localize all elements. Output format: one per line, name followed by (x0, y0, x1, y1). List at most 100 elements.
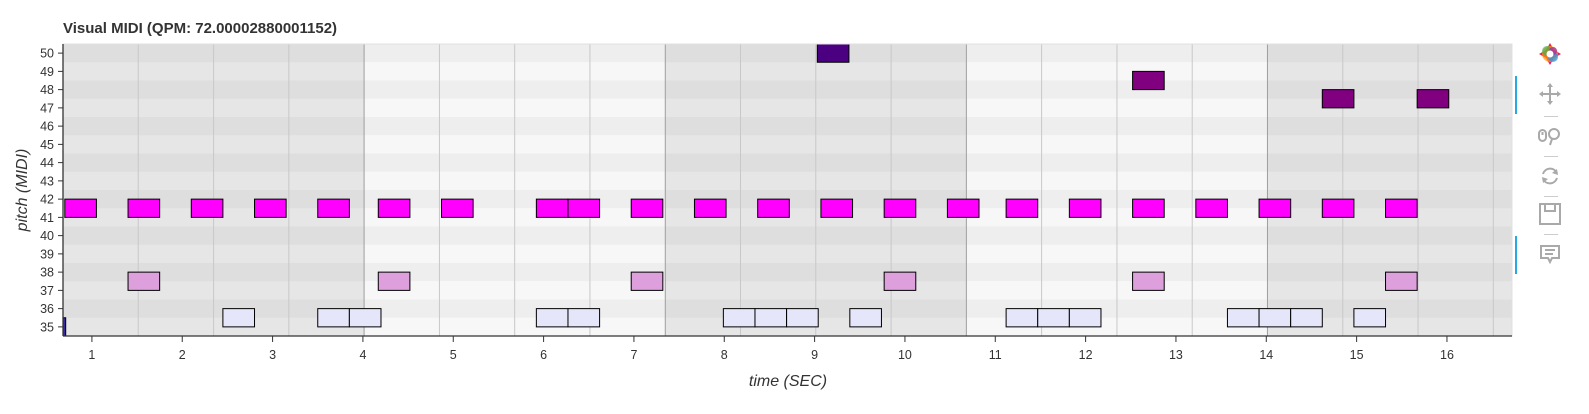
x-tick-label: 8 (721, 348, 728, 362)
x-tick-label: 14 (1259, 348, 1273, 362)
x-tick-label: 16 (1440, 348, 1454, 362)
bar-shade-3 (1267, 44, 1512, 336)
note-15[interactable] (883, 198, 917, 218)
y-tick-label: 45 (40, 138, 54, 152)
pitch-row-50 (63, 44, 1512, 63)
y-tick-label: 39 (40, 247, 54, 261)
y-tick-label: 46 (40, 120, 54, 134)
bokeh-logo-icon[interactable] (1536, 40, 1564, 68)
x-tick-label: 1 (88, 348, 95, 362)
x-tick-label: 3 (269, 348, 276, 362)
y-tick-label: 44 (40, 156, 54, 170)
note-49[interactable] (816, 44, 850, 63)
note-6[interactable] (317, 198, 350, 218)
x-tick-label: 12 (1079, 348, 1093, 362)
note-41[interactable] (1068, 308, 1102, 328)
note-26[interactable] (630, 271, 664, 291)
pitch-row-39 (63, 244, 1512, 263)
y-tick-label: 50 (40, 47, 54, 61)
y-tick-label: 47 (40, 101, 54, 115)
plot-area[interactable] (63, 44, 1512, 336)
note-40[interactable] (1037, 308, 1070, 328)
y-tick-label: 40 (40, 229, 54, 243)
x-tick-label: 5 (450, 348, 457, 362)
pitch-row-44 (63, 153, 1512, 172)
note-24[interactable] (127, 271, 161, 291)
note-46[interactable] (1132, 70, 1165, 91)
chart-toolbar (1515, 38, 1568, 288)
y-axis-title: pitch (MIDI) (14, 149, 31, 233)
note-25[interactable] (377, 271, 411, 291)
note-10[interactable] (567, 198, 601, 218)
chart-title: Visual MIDI (QPM: 72.00002880001152) (63, 20, 337, 37)
note-17[interactable] (1005, 198, 1039, 218)
note-21[interactable] (1258, 198, 1292, 218)
note-34[interactable] (567, 308, 601, 328)
x-tick-label: 4 (359, 348, 366, 362)
hover-icon[interactable] (1515, 236, 1564, 274)
note-12[interactable] (693, 198, 727, 218)
note-8[interactable] (441, 198, 474, 218)
note-31[interactable] (317, 308, 350, 328)
note-48[interactable] (1416, 89, 1450, 109)
note-35[interactable] (722, 308, 756, 328)
note-44[interactable] (1290, 308, 1323, 328)
note-16[interactable] (946, 198, 980, 218)
note-5[interactable] (254, 198, 287, 218)
y-tick-label: 37 (40, 284, 54, 298)
y-tick-label: 35 (40, 320, 54, 334)
note-22[interactable] (1321, 198, 1355, 218)
note-4[interactable] (190, 198, 224, 218)
pan-tool-icon[interactable] (1515, 76, 1564, 114)
note-1[interactable] (63, 317, 67, 336)
note-45[interactable] (1353, 308, 1387, 328)
x-axis-title: time (SEC) (749, 373, 827, 390)
x-tick-label: 6 (540, 348, 547, 362)
note-47[interactable] (1321, 89, 1355, 109)
note-29[interactable] (1385, 271, 1418, 291)
x-tick-label: 15 (1350, 348, 1364, 362)
pitch-row-43 (63, 171, 1512, 190)
note-9[interactable] (535, 198, 569, 218)
reset-icon[interactable] (1536, 162, 1564, 190)
x-tick-label: 9 (811, 348, 818, 362)
note-7[interactable] (377, 198, 411, 218)
note-14[interactable] (820, 198, 854, 218)
note-18[interactable] (1068, 198, 1102, 218)
note-28[interactable] (1132, 271, 1165, 291)
x-tick-label: 13 (1169, 348, 1183, 362)
note-3[interactable] (127, 198, 161, 218)
plot-content (63, 44, 1512, 336)
note-42[interactable] (1226, 308, 1260, 328)
pitch-row-45 (63, 135, 1512, 154)
note-19[interactable] (1132, 198, 1165, 218)
pitch-row-47 (63, 98, 1512, 117)
note-33[interactable] (535, 308, 569, 328)
y-tick-label: 49 (40, 65, 54, 79)
pitch-row-40 (63, 226, 1512, 245)
note-27[interactable] (883, 271, 917, 291)
note-37[interactable] (786, 308, 819, 328)
x-tick-label: 7 (630, 348, 637, 362)
save-icon[interactable] (1536, 200, 1564, 228)
note-2[interactable] (64, 198, 97, 218)
wheel-zoom-icon[interactable] (1536, 122, 1564, 150)
note-11[interactable] (630, 198, 664, 218)
pitch-row-46 (63, 117, 1512, 136)
note-32[interactable] (348, 308, 382, 328)
y-tick-label: 38 (40, 266, 54, 280)
note-36[interactable] (754, 308, 788, 328)
note-30[interactable] (222, 308, 256, 328)
y-tick-label: 36 (40, 302, 54, 316)
y-tick-label: 43 (40, 174, 54, 188)
y-tick-label: 41 (40, 211, 54, 225)
x-tick-label: 10 (898, 348, 912, 362)
note-38[interactable] (849, 308, 882, 328)
note-20[interactable] (1195, 198, 1228, 218)
note-23[interactable] (1385, 198, 1418, 218)
note-13[interactable] (757, 198, 790, 218)
note-39[interactable] (1005, 308, 1039, 328)
note-43[interactable] (1258, 308, 1292, 328)
x-tick-label: 11 (989, 348, 1002, 362)
